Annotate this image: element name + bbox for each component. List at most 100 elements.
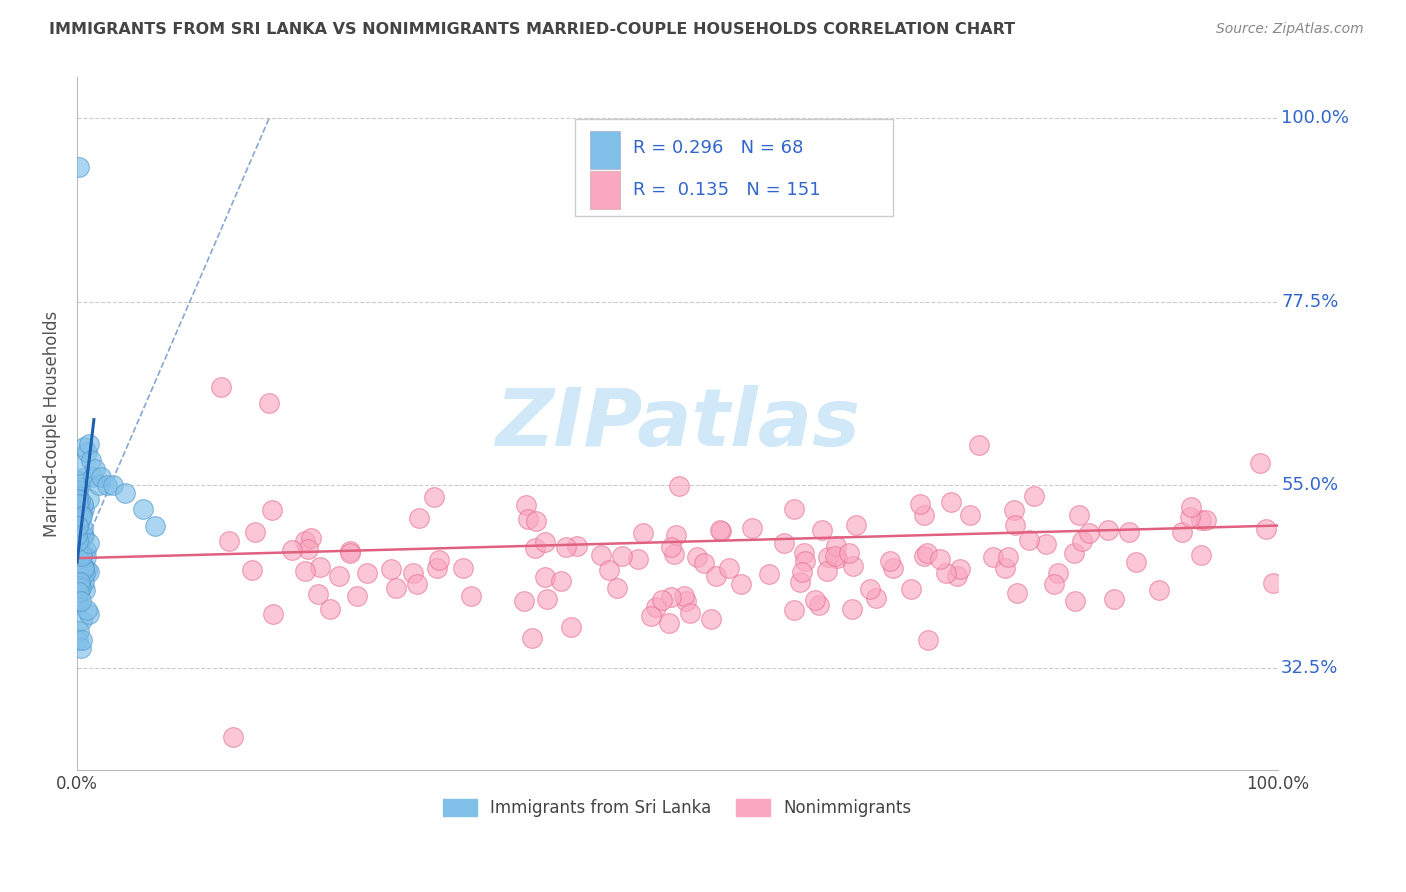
Point <box>76 603 98 617</box>
Point <box>257 396 280 410</box>
Point <box>659 590 682 604</box>
Point <box>1067 508 1090 522</box>
Point <box>640 608 662 623</box>
Point <box>460 590 482 604</box>
Point <box>75 549 97 564</box>
Point <box>75 583 97 598</box>
Point <box>662 548 685 562</box>
Point <box>318 601 340 615</box>
Point <box>77 437 100 451</box>
Point <box>339 546 361 560</box>
Point <box>969 437 991 451</box>
Point <box>935 566 957 581</box>
Point <box>1125 555 1147 569</box>
Point <box>262 607 284 621</box>
Point <box>114 486 136 500</box>
Text: 32.5%: 32.5% <box>1281 659 1339 677</box>
Point <box>69 492 91 507</box>
Point <box>70 632 93 647</box>
Point <box>1035 537 1057 551</box>
Point <box>598 563 620 577</box>
Point <box>825 551 848 566</box>
Point <box>912 549 935 563</box>
Point <box>882 561 904 575</box>
Point <box>308 560 330 574</box>
Point <box>815 564 838 578</box>
Point <box>1018 533 1040 548</box>
Point <box>536 591 558 606</box>
Point <box>900 582 922 597</box>
Point <box>811 524 834 538</box>
Point <box>915 546 938 560</box>
Point <box>73 440 96 454</box>
Point <box>66 519 89 533</box>
Point <box>96 478 118 492</box>
Point <box>328 568 350 582</box>
Point <box>70 549 93 563</box>
Point <box>627 552 650 566</box>
Point <box>793 546 815 560</box>
Point <box>67 524 90 538</box>
Point <box>710 524 733 538</box>
Point <box>686 549 709 564</box>
Point <box>77 535 100 549</box>
Point <box>69 511 91 525</box>
Point <box>804 593 827 607</box>
Point <box>66 496 89 510</box>
Point <box>631 526 654 541</box>
Point <box>76 563 98 577</box>
Point <box>143 518 166 533</box>
Point <box>67 533 90 548</box>
Point <box>1189 513 1212 527</box>
Point <box>1249 456 1271 470</box>
Text: 100.0%: 100.0% <box>1281 109 1350 128</box>
Point <box>1042 577 1064 591</box>
Point <box>659 540 682 554</box>
Point <box>1171 524 1194 539</box>
Point <box>1180 500 1202 515</box>
Point <box>66 528 89 542</box>
Point <box>77 566 100 580</box>
Point <box>67 474 90 488</box>
Point <box>80 453 103 467</box>
Point <box>66 491 89 506</box>
Point <box>67 458 90 473</box>
Point <box>730 577 752 591</box>
Point <box>1118 524 1140 539</box>
Point <box>69 505 91 519</box>
Point <box>789 575 811 590</box>
Point <box>426 560 449 574</box>
Point <box>1263 576 1285 591</box>
Point <box>520 631 543 645</box>
Point <box>67 480 90 494</box>
Point <box>949 562 972 576</box>
Point <box>69 574 91 589</box>
Point <box>790 566 813 580</box>
Point <box>1005 586 1028 600</box>
Point <box>838 546 860 560</box>
Point <box>402 566 425 581</box>
Point <box>240 563 263 577</box>
Point <box>69 593 91 607</box>
Point <box>1063 545 1085 559</box>
Point <box>773 536 796 550</box>
Point <box>1189 548 1212 562</box>
Point <box>675 594 697 608</box>
Point <box>658 616 681 631</box>
Point <box>67 496 90 510</box>
Point <box>73 560 96 574</box>
Point <box>79 607 101 622</box>
Point <box>1047 566 1070 581</box>
Point <box>994 561 1017 575</box>
Point <box>841 602 863 616</box>
Point <box>610 549 633 563</box>
Point <box>560 619 582 633</box>
Point <box>1104 591 1126 606</box>
Bar <box>589 131 620 169</box>
Point <box>69 533 91 548</box>
Point <box>517 512 540 526</box>
Point <box>567 539 589 553</box>
Point <box>709 523 731 537</box>
Point <box>515 498 537 512</box>
Point <box>69 582 91 596</box>
